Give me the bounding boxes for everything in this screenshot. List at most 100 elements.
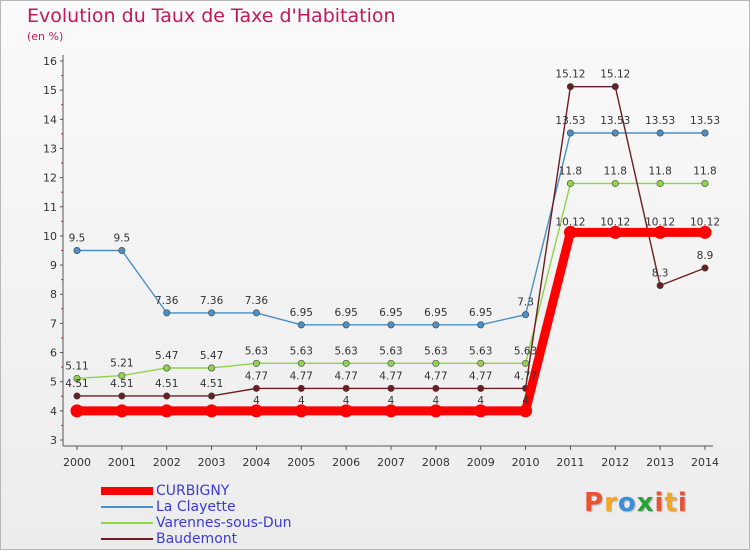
logo-letter: t <box>664 488 678 518</box>
legend-label: Varennes-sous-Dun <box>156 515 292 531</box>
y-tick-label: 15 <box>43 84 57 97</box>
data-label: 4 <box>388 395 395 407</box>
data-label: 5.63 <box>334 345 357 357</box>
data-point <box>73 392 81 400</box>
data-label: 5.11 <box>65 360 88 372</box>
logo-letter: o <box>617 488 637 518</box>
data-point <box>477 359 485 367</box>
data-point <box>474 404 488 418</box>
data-label: 4 <box>343 395 350 407</box>
x-tick-label: 2010 <box>512 456 540 469</box>
data-label: 10.12 <box>645 216 675 228</box>
data-point <box>115 404 129 418</box>
data-point <box>73 247 81 255</box>
data-point <box>294 404 308 418</box>
data-label: 4.77 <box>469 370 492 382</box>
y-tick-label: 16 <box>43 55 57 68</box>
data-point <box>656 129 664 137</box>
data-label: 10.12 <box>600 216 630 228</box>
data-point <box>387 321 395 329</box>
data-label: 13.53 <box>645 115 675 127</box>
data-label: 4 <box>477 395 484 407</box>
data-point <box>611 179 619 187</box>
logo-letter: x <box>636 488 655 518</box>
x-tick-label: 2004 <box>242 456 270 469</box>
data-point <box>297 321 305 329</box>
data-point <box>252 309 260 317</box>
data-label: 10.12 <box>690 216 720 228</box>
y-tick-label: 3 <box>50 434 57 447</box>
data-point <box>566 83 574 91</box>
data-point <box>653 225 667 239</box>
data-label: 5.63 <box>514 345 537 357</box>
y-tick-label: 11 <box>43 201 57 214</box>
y-tick-label: 8 <box>50 288 57 301</box>
data-label: 5.63 <box>424 345 447 357</box>
y-tick-label: 13 <box>43 142 57 155</box>
data-label: 4.77 <box>245 370 268 382</box>
data-label: 4 <box>522 395 529 407</box>
y-tick-label: 7 <box>50 317 57 330</box>
data-point <box>519 404 533 418</box>
data-label: 9.5 <box>69 233 86 245</box>
legend-swatch <box>101 538 153 540</box>
x-tick-label: 2014 <box>691 456 719 469</box>
data-label: 9.5 <box>114 233 131 245</box>
data-point <box>522 359 530 367</box>
data-label: 11.8 <box>648 165 671 177</box>
y-tick-label: 12 <box>43 172 57 185</box>
y-tick-label: 5 <box>50 376 57 389</box>
data-point <box>208 392 216 400</box>
data-label: 7.36 <box>155 295 179 307</box>
data-point <box>163 309 171 317</box>
data-point <box>118 372 126 380</box>
legend-swatch <box>101 506 153 508</box>
legend-swatch <box>101 487 153 495</box>
data-label: 11.8 <box>604 165 627 177</box>
chart-title: Evolution du Taux de Taxe d'Habitation <box>27 5 396 27</box>
data-label: 6.95 <box>379 307 402 319</box>
data-point <box>432 384 440 392</box>
data-label: 10.12 <box>555 216 585 228</box>
data-label: 7.36 <box>200 295 224 307</box>
data-point <box>387 384 395 392</box>
x-tick-label: 2006 <box>332 456 360 469</box>
chart-legend: CURBIGNY La Clayette Varennes-sous-Dun Baud… <box>101 483 291 547</box>
legend-item: Varennes-sous-Dun <box>101 515 291 531</box>
x-tick-label: 2007 <box>377 456 405 469</box>
logo-letter: i <box>677 488 688 518</box>
data-label: 15.12 <box>600 69 630 81</box>
data-point <box>163 392 171 400</box>
data-point <box>701 129 709 137</box>
data-point <box>118 392 126 400</box>
data-point <box>249 404 263 418</box>
x-tick-label: 2000 <box>63 456 91 469</box>
chart-unit-label: (en %) <box>27 30 64 43</box>
data-label: 4 <box>253 395 260 407</box>
data-label: 4.77 <box>424 370 447 382</box>
data-label: 5.63 <box>290 345 313 357</box>
data-point <box>208 309 216 317</box>
data-point <box>656 179 664 187</box>
data-label: 6.95 <box>334 307 357 319</box>
data-label: 4.51 <box>155 378 178 390</box>
data-label: 5.63 <box>379 345 402 357</box>
data-label: 7.3 <box>517 297 534 309</box>
x-tick-label: 2003 <box>198 456 226 469</box>
data-label: 11.8 <box>693 165 716 177</box>
data-label: 13.53 <box>600 115 630 127</box>
data-point <box>611 83 619 91</box>
y-tick-label: 9 <box>50 259 57 272</box>
data-label: 15.12 <box>555 69 585 81</box>
x-tick-label: 2009 <box>467 456 495 469</box>
logo-letter: i <box>654 488 665 518</box>
data-label: 5.47 <box>200 350 223 362</box>
logo-letter: r <box>604 488 618 518</box>
data-label: 6.95 <box>424 307 447 319</box>
data-point <box>701 264 709 272</box>
proxiti-logo: Proxiti <box>584 488 688 518</box>
legend-label: La Clayette <box>156 499 236 515</box>
legend-item: CURBIGNY <box>101 483 291 499</box>
data-point <box>208 364 216 372</box>
logo-letter: P <box>584 488 605 518</box>
